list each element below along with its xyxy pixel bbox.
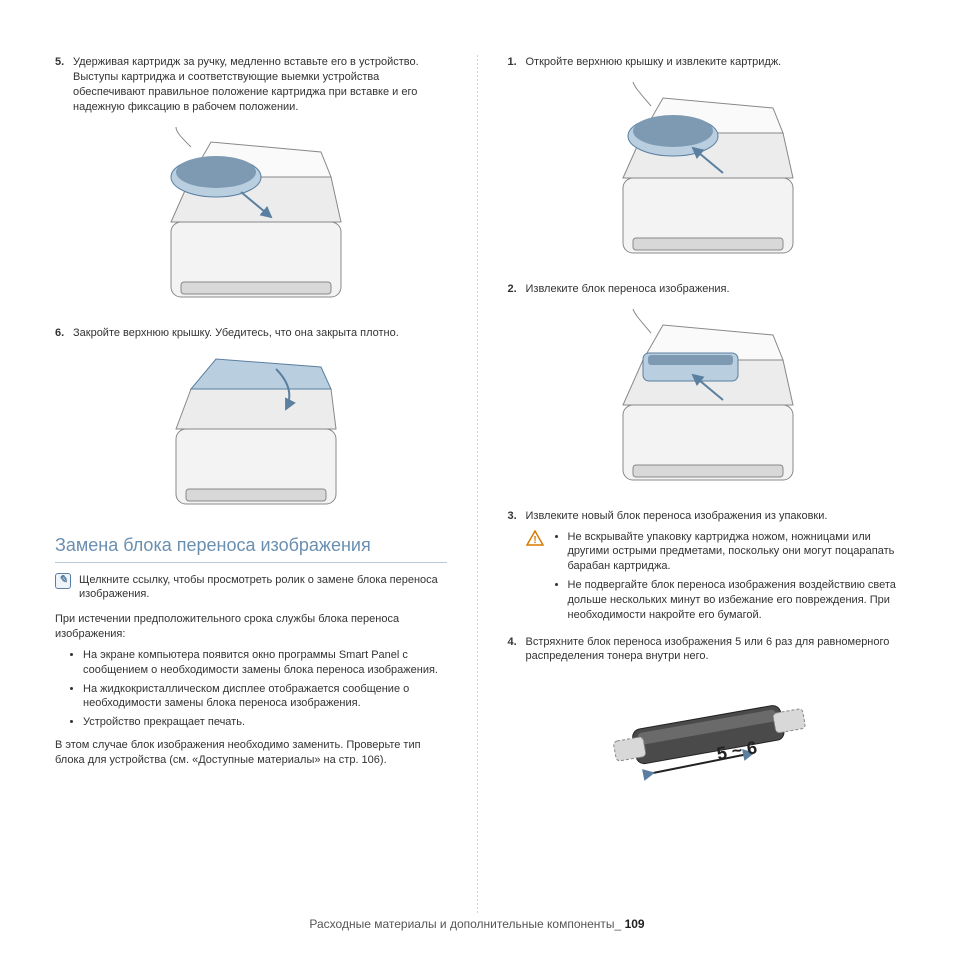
list-item: Устройство прекращает печать. — [83, 715, 447, 730]
step-number: 2. — [508, 282, 526, 297]
figure-close-cover — [136, 349, 366, 519]
warning-list: Не вскрывайте упаковку картриджа ножом, … — [552, 530, 900, 627]
step-number: 5. — [55, 55, 73, 114]
footer-text: Расходные материалы и дополнительные ком… — [309, 917, 621, 931]
step-text: Удерживая картридж за ручку, медленно вс… — [73, 55, 447, 114]
paragraph: При истечении предположительного срока с… — [55, 612, 447, 642]
figure-shake-cartridge: 5 ~ 6 — [583, 678, 823, 788]
step-1: 1. Откройте верхнюю крышку и извлеките к… — [508, 55, 900, 70]
step-5: 5. Удерживая картридж за ручку, медленно… — [55, 55, 447, 114]
list-item: На жидкокристаллическом дисплее отобража… — [83, 682, 447, 712]
step-2: 2. Извлеките блок переноса изображения. — [508, 282, 900, 297]
bullet-list: На экране компьютера появится окно прогр… — [55, 648, 447, 730]
step-text: Откройте верхнюю крышку и извлеките карт… — [526, 55, 900, 70]
step-number: 1. — [508, 55, 526, 70]
note-text[interactable]: Щелкните ссылку, чтобы просмотреть ролик… — [79, 573, 447, 603]
step-3: 3. Извлеките новый блок переноса изображ… — [508, 509, 900, 524]
figure-insert-cartridge — [121, 122, 381, 312]
step-number: 3. — [508, 509, 526, 524]
right-column: 1. Откройте верхнюю крышку и извлеките к… — [508, 55, 900, 914]
svg-text:!: ! — [533, 535, 536, 546]
paragraph: В этом случае блок изображения необходим… — [55, 738, 447, 768]
figure-open-remove-cartridge — [573, 78, 833, 268]
page: 5. Удерживая картридж за ручку, медленно… — [0, 0, 954, 954]
info-icon: ✎ — [55, 573, 71, 589]
note-link: ✎ Щелкните ссылку, чтобы просмотреть рол… — [55, 573, 447, 603]
warning-block: ! Не вскрывайте упаковку картриджа ножом… — [526, 530, 900, 627]
left-column: 5. Удерживая картридж за ручку, медленно… — [55, 55, 447, 914]
step-6: 6. Закройте верхнюю крышку. Убедитесь, ч… — [55, 326, 447, 341]
page-footer: Расходные материалы и дополнительные ком… — [0, 916, 954, 932]
list-item: Не подвергайте блок переноса изображения… — [568, 578, 900, 623]
column-divider — [477, 55, 478, 914]
step-text: Извлеките блок переноса изображения. — [526, 282, 900, 297]
list-item: На экране компьютера появится окно прогр… — [83, 648, 447, 678]
step-number: 6. — [55, 326, 73, 341]
step-text: Закройте верхнюю крышку. Убедитесь, что … — [73, 326, 447, 341]
section-title: Замена блока переноса изображения — [55, 533, 447, 562]
step-text: Встряхните блок переноса изображения 5 и… — [526, 635, 900, 665]
list-item: Не вскрывайте упаковку картриджа ножом, … — [568, 530, 900, 575]
warning-icon: ! — [526, 530, 544, 546]
step-4: 4. Встряхните блок переноса изображения … — [508, 635, 900, 665]
step-number: 4. — [508, 635, 526, 665]
step-text: Извлеките новый блок переноса изображени… — [526, 509, 900, 524]
figure-remove-imaging-unit — [573, 305, 833, 495]
page-number: 109 — [625, 917, 645, 931]
